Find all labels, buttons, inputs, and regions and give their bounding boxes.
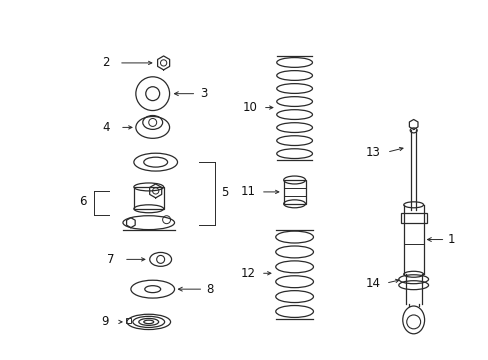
Text: 3: 3 [200, 87, 207, 100]
Text: 13: 13 [365, 146, 380, 159]
Text: 4: 4 [102, 121, 110, 134]
Text: 9: 9 [101, 315, 109, 328]
Bar [126, 318, 131, 323]
Text: 5: 5 [221, 186, 228, 199]
Text: 7: 7 [107, 253, 115, 266]
Bar [134, 187, 163, 209]
Bar [283, 180, 305, 204]
Text: 1: 1 [447, 233, 454, 246]
Text: 10: 10 [242, 101, 257, 114]
Text: 14: 14 [365, 277, 380, 290]
Text: 12: 12 [240, 267, 255, 280]
Text: 6: 6 [80, 195, 87, 208]
Bar [400, 213, 426, 223]
Text: 11: 11 [240, 185, 255, 198]
Text: 2: 2 [102, 57, 110, 69]
Text: 8: 8 [206, 283, 214, 296]
